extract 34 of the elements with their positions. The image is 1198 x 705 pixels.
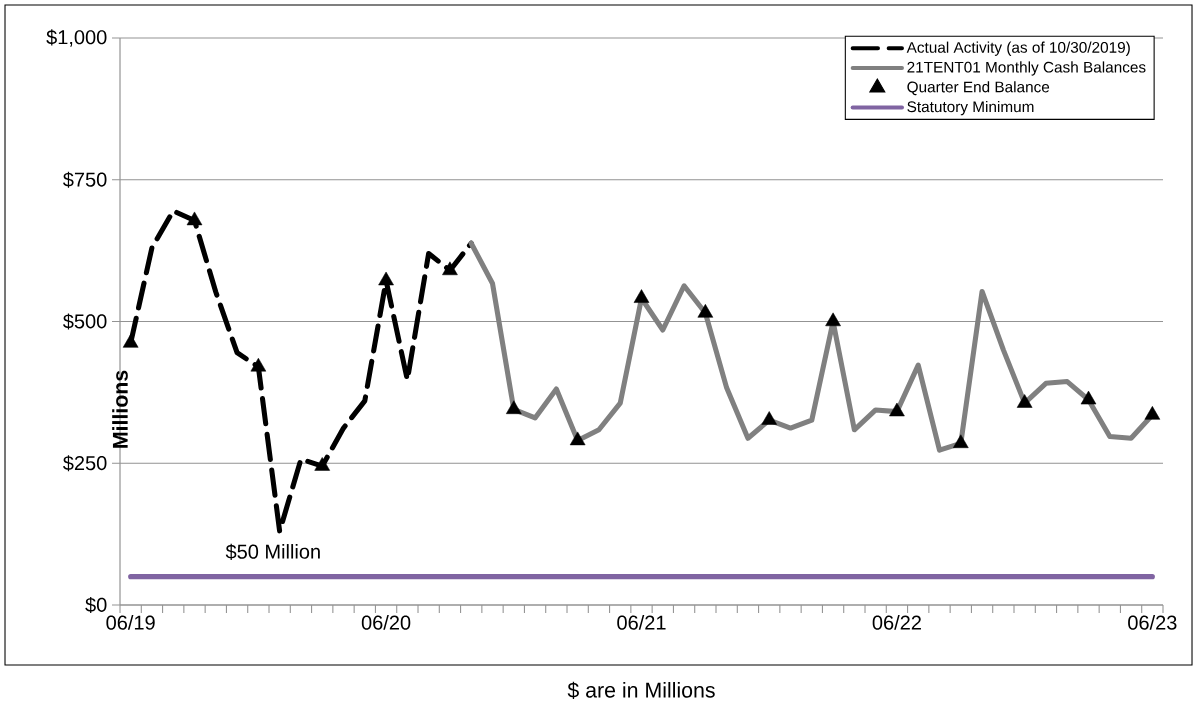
y-tick-label: $750 [63, 171, 107, 188]
point [1144, 406, 1161, 420]
x-tick-label: 06/21 [617, 615, 666, 630]
point [889, 402, 905, 417]
legend-label: 21TENT01 Monthly Cash Balances [907, 61, 1146, 76]
y-axis-title: Millions [112, 370, 128, 448]
x-tick-label: 06/22 [872, 615, 921, 630]
y-tick-label: $250 [63, 455, 107, 472]
point [1080, 390, 1097, 405]
legend-label: Actual Activity (as of 10/30/2019) [906, 41, 1130, 56]
point [122, 334, 139, 348]
y-tick-label: $500 [63, 313, 107, 330]
point [506, 400, 522, 414]
y-tick-label: $1,000 [46, 29, 107, 47]
legend-label: Statutory Minimum [907, 100, 1034, 116]
point [442, 261, 458, 276]
point [250, 357, 267, 372]
point [314, 457, 330, 471]
legend-label: Quarter End Balance [907, 81, 1050, 96]
point [633, 289, 650, 303]
y-tick-label: $0 [85, 596, 107, 614]
point [825, 312, 841, 327]
point [697, 304, 714, 318]
x-tick-label: 06/23 [1128, 615, 1177, 630]
point [1016, 394, 1033, 408]
point [378, 271, 394, 286]
point [569, 431, 586, 446]
x-tick-label: 06/20 [361, 615, 411, 630]
point [186, 211, 203, 226]
annotation: $50 Million [225, 543, 320, 560]
x-tick-label: 06/19 [106, 615, 155, 630]
point [953, 434, 969, 448]
point [761, 411, 777, 425]
x-axis-title: $ are in Millions [567, 681, 715, 699]
